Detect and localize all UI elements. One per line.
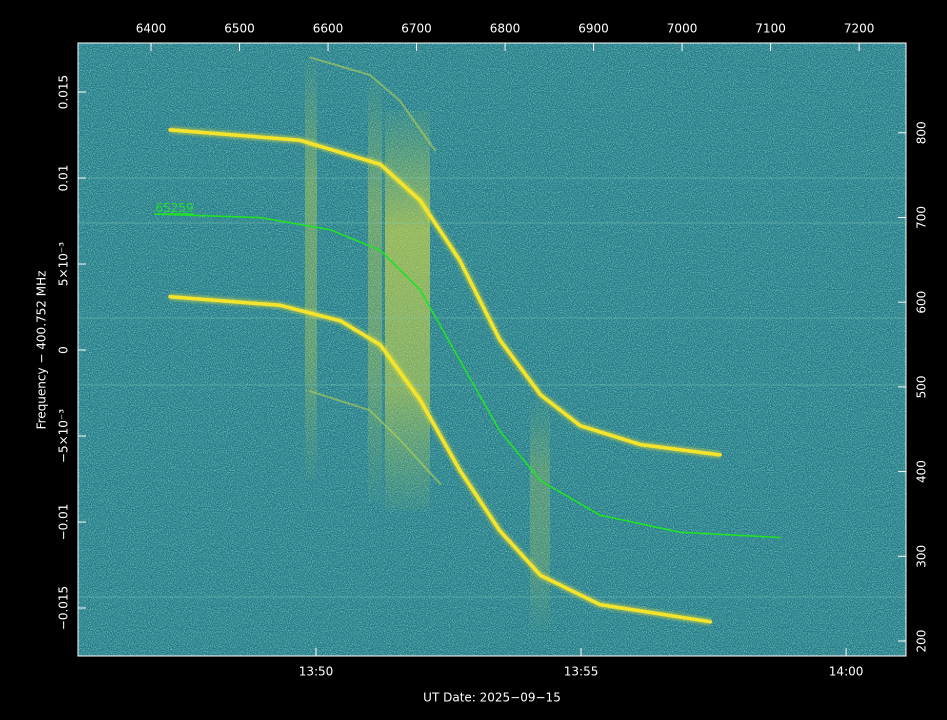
x-top-tick-label: 6400	[136, 22, 167, 36]
x-top-tick-label: 6600	[313, 22, 344, 36]
traces	[154, 56, 782, 626]
y2-tick-label: 700	[915, 206, 929, 229]
band	[368, 80, 382, 500]
annotation: 65259	[155, 201, 193, 215]
band	[305, 60, 317, 480]
plot-frame	[77, 42, 907, 657]
x-bottom-tick-label: 13:50	[299, 665, 334, 679]
band	[530, 400, 550, 630]
y-tick-label: 0.01	[57, 165, 71, 192]
x-bottom-tick-label: 13:55	[564, 665, 599, 679]
y-tick-label: 0	[57, 346, 71, 354]
x-top-tick-label: 6800	[490, 22, 521, 36]
y2-tick-label: 400	[915, 460, 929, 483]
y-tick-label: −0.015	[57, 586, 71, 630]
y-tick-label: 5×10⁻³	[57, 242, 71, 286]
x-axis-title: UT Date: 2025−09−15	[423, 691, 561, 705]
y-tick-label: −0.01	[57, 504, 71, 541]
x-top-tick-label: 7200	[844, 22, 875, 36]
x-top-tick-label: 6900	[578, 22, 609, 36]
x-top-tick-label: 7100	[755, 22, 786, 36]
x-top-tick-label: 6500	[224, 22, 255, 36]
x-top-tick-label: 7000	[667, 22, 698, 36]
trace	[168, 128, 722, 457]
y-tick-label: −5×10⁻³	[57, 409, 71, 463]
noise	[78, 43, 906, 656]
x-bottom-tick-label: 14:00	[829, 665, 864, 679]
trace	[168, 294, 713, 624]
trace	[154, 213, 782, 539]
trace	[309, 56, 437, 152]
y-axis-title: Frequency − 400.752 MHz	[35, 271, 49, 430]
x-top-tick-label: 6700	[401, 22, 432, 36]
y2-tick-label: 500	[915, 375, 929, 398]
y2-tick-label: 300	[915, 545, 929, 568]
trace	[309, 390, 442, 486]
plot-background	[78, 43, 906, 656]
y2-tick-label: 600	[915, 291, 929, 314]
y2-tick-label: 800	[915, 121, 929, 144]
y2-tick-label: 200	[915, 630, 929, 653]
y-tick-label: 0.015	[57, 75, 71, 109]
